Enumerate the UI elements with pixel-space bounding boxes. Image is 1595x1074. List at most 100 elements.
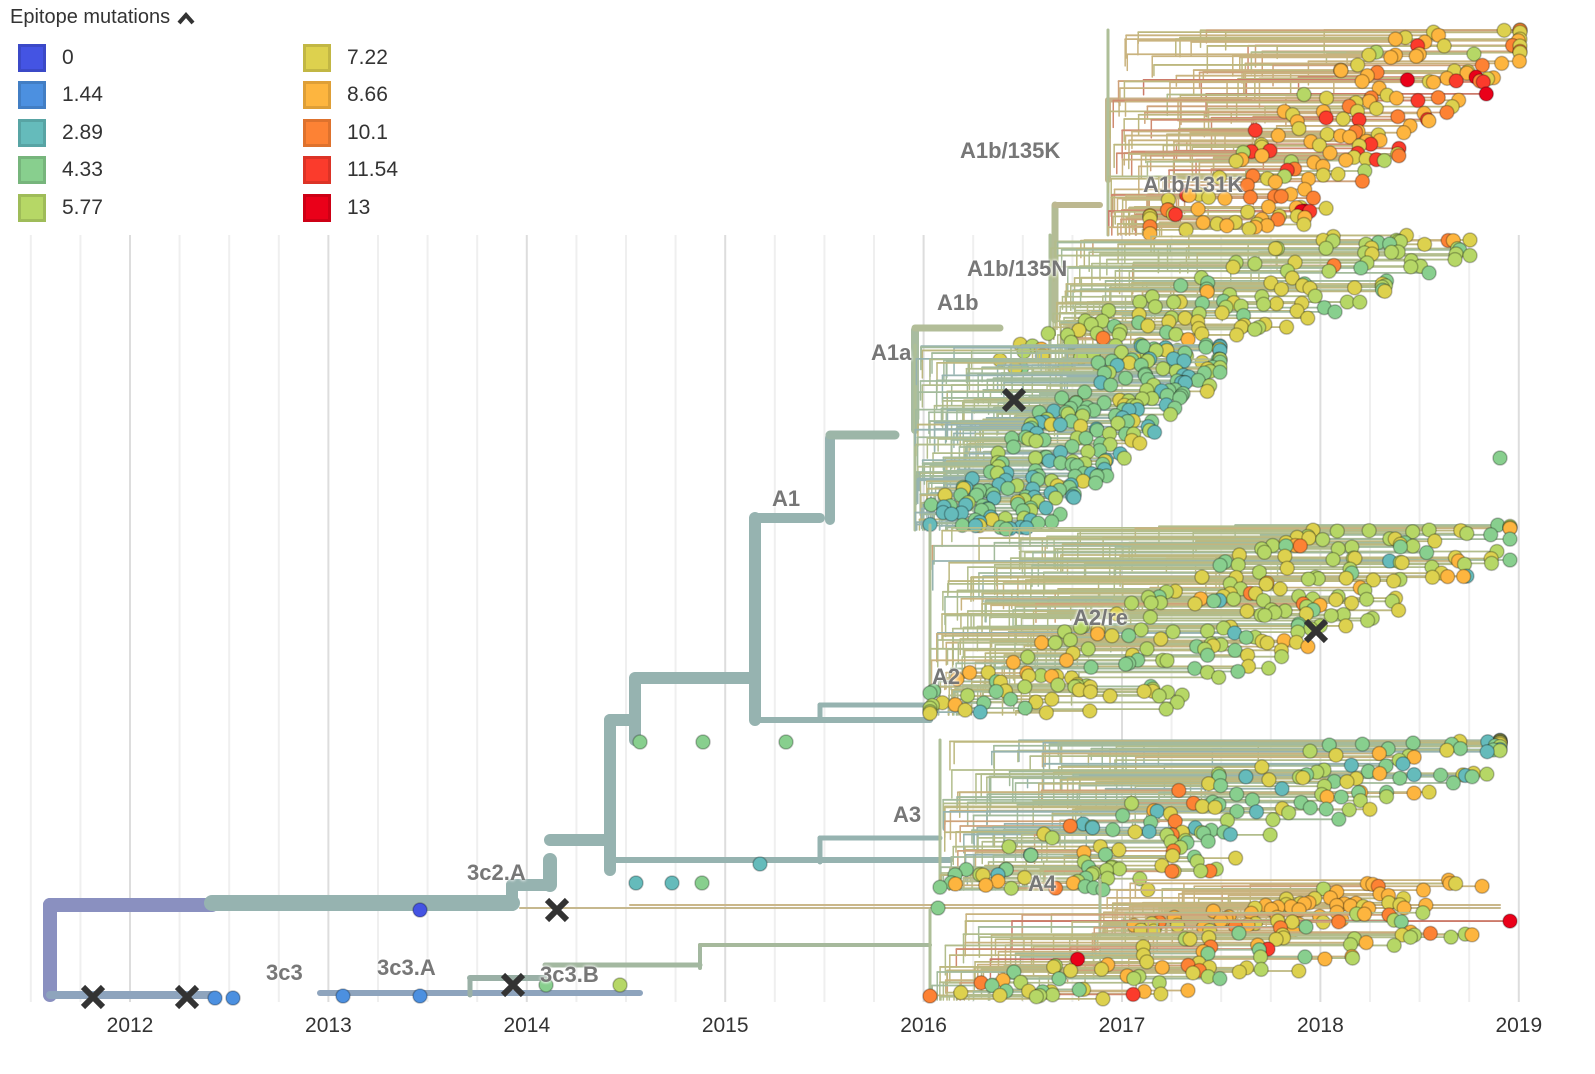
tip[interactable]	[1005, 439, 1022, 455]
tip[interactable]	[1000, 480, 1016, 497]
tip[interactable]	[957, 702, 973, 718]
x-mark-icon[interactable]	[500, 972, 526, 998]
tip[interactable]	[1100, 302, 1117, 319]
tip[interactable]	[752, 856, 768, 872]
tip[interactable]	[1108, 606, 1125, 622]
tip[interactable]	[1344, 950, 1361, 966]
tip[interactable]	[1127, 824, 1143, 840]
tip[interactable]	[980, 664, 996, 681]
tip[interactable]	[1259, 635, 1275, 651]
tip[interactable]	[1343, 757, 1360, 774]
tip[interactable]	[1466, 46, 1482, 62]
tip[interactable]	[1199, 623, 1216, 639]
tip[interactable]	[1376, 152, 1393, 169]
tip[interactable]	[1406, 766, 1422, 783]
tip[interactable]	[1300, 571, 1317, 587]
tip[interactable]	[1356, 906, 1373, 922]
tip[interactable]	[1006, 964, 1022, 980]
tip[interactable]	[1005, 654, 1022, 671]
tip[interactable]	[1311, 137, 1328, 154]
tip[interactable]	[1439, 742, 1455, 759]
tip[interactable]	[1228, 153, 1244, 169]
tip[interactable]	[1260, 660, 1277, 677]
tip[interactable]	[1291, 963, 1307, 979]
tip[interactable]	[1343, 595, 1360, 611]
tip[interactable]	[1270, 127, 1287, 144]
tip[interactable]	[1295, 769, 1311, 786]
tip[interactable]	[1415, 905, 1431, 921]
legend-toggle[interactable]: Epitope mutations	[10, 6, 503, 29]
tip[interactable]	[1270, 211, 1286, 228]
tip[interactable]	[1392, 770, 1408, 786]
tip[interactable]	[1278, 319, 1295, 335]
tip[interactable]	[1027, 450, 1044, 466]
tip[interactable]	[1207, 799, 1223, 816]
tip[interactable]	[1200, 189, 1217, 206]
tip[interactable]	[1392, 539, 1409, 555]
tip[interactable]	[1120, 627, 1137, 644]
tip[interactable]	[1474, 57, 1491, 74]
tip[interactable]	[1318, 801, 1334, 817]
tip[interactable]	[1418, 544, 1435, 561]
tip[interactable]	[1383, 49, 1399, 66]
tip[interactable]	[1019, 649, 1036, 665]
tip[interactable]	[1186, 660, 1203, 677]
tip[interactable]	[1147, 298, 1164, 315]
tip[interactable]	[1225, 259, 1241, 275]
tip[interactable]	[1229, 803, 1245, 820]
tip[interactable]	[1139, 954, 1155, 970]
tip[interactable]	[1394, 554, 1410, 571]
tip[interactable]	[1205, 593, 1222, 609]
tip[interactable]	[1168, 326, 1184, 343]
tip[interactable]	[977, 877, 994, 894]
tip[interactable]	[1406, 749, 1422, 765]
tip[interactable]	[1047, 880, 1064, 896]
tip[interactable]	[943, 506, 960, 522]
tip[interactable]	[1078, 430, 1094, 446]
tip[interactable]	[1182, 931, 1198, 947]
tip[interactable]	[1158, 701, 1174, 717]
tip[interactable]	[1353, 260, 1369, 276]
tip[interactable]	[1341, 129, 1358, 145]
tip[interactable]	[1341, 802, 1357, 818]
tip[interactable]	[1038, 704, 1055, 721]
tip[interactable]	[930, 900, 946, 916]
tip[interactable]	[1385, 573, 1402, 589]
tip[interactable]	[335, 988, 351, 1004]
tip[interactable]	[1257, 607, 1273, 624]
tip[interactable]	[1231, 925, 1247, 941]
tip[interactable]	[1358, 591, 1375, 608]
tip[interactable]	[1096, 395, 1112, 411]
tip[interactable]	[1447, 875, 1464, 892]
tip[interactable]	[1289, 303, 1305, 319]
tip[interactable]	[1200, 833, 1216, 850]
legend-item[interactable]: 13	[303, 189, 503, 227]
tip[interactable]	[1378, 788, 1395, 805]
legend-item[interactable]: 10.1	[303, 114, 503, 152]
tip[interactable]	[1390, 108, 1406, 125]
tip[interactable]	[1192, 863, 1209, 879]
tip[interactable]	[1331, 811, 1347, 828]
tip[interactable]	[1214, 305, 1230, 321]
tip[interactable]	[1421, 784, 1437, 800]
tip[interactable]	[1167, 813, 1183, 830]
tip[interactable]	[1227, 850, 1244, 866]
tip[interactable]	[1352, 294, 1368, 310]
tip[interactable]	[1399, 72, 1416, 88]
tip[interactable]	[1330, 914, 1347, 930]
tip[interactable]	[1044, 830, 1060, 846]
tip[interactable]	[1273, 188, 1289, 205]
tip[interactable]	[1325, 551, 1341, 568]
tip[interactable]	[1492, 742, 1508, 759]
tip[interactable]	[1105, 821, 1121, 838]
legend-item[interactable]: 7.22	[303, 39, 503, 77]
tip[interactable]	[1361, 47, 1377, 63]
tip[interactable]	[1359, 612, 1376, 629]
tip[interactable]	[1195, 214, 1211, 231]
tip[interactable]	[1321, 737, 1338, 753]
tip[interactable]	[1194, 798, 1211, 815]
tip[interactable]	[1358, 934, 1374, 951]
tip[interactable]	[1017, 679, 1033, 695]
tip[interactable]	[1496, 22, 1512, 39]
tip[interactable]	[1321, 263, 1337, 279]
